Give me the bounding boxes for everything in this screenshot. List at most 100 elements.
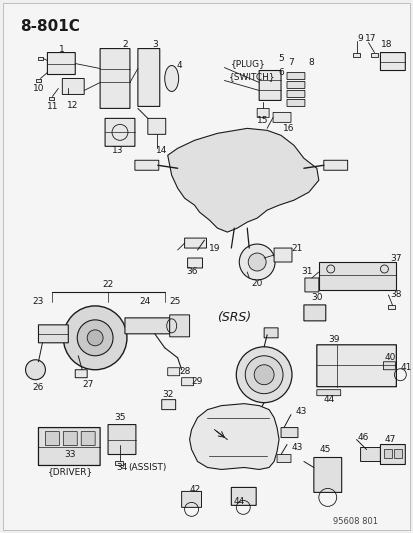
FancyBboxPatch shape	[380, 445, 404, 464]
FancyBboxPatch shape	[286, 91, 304, 98]
Text: 28: 28	[178, 367, 190, 376]
FancyBboxPatch shape	[280, 427, 297, 438]
FancyBboxPatch shape	[125, 318, 169, 334]
Circle shape	[26, 360, 45, 379]
Text: 20: 20	[251, 279, 262, 288]
Bar	[115, 462, 123, 465]
Circle shape	[63, 306, 127, 370]
FancyBboxPatch shape	[47, 53, 75, 75]
Bar	[318, 262, 395, 290]
Text: 12: 12	[66, 101, 78, 110]
FancyBboxPatch shape	[276, 455, 290, 463]
Text: 32: 32	[161, 390, 173, 399]
FancyBboxPatch shape	[108, 425, 135, 455]
FancyBboxPatch shape	[380, 53, 404, 70]
Bar	[36, 79, 41, 83]
Bar	[387, 305, 394, 309]
Circle shape	[236, 347, 291, 402]
Polygon shape	[167, 128, 318, 232]
Circle shape	[77, 320, 113, 356]
Text: 1: 1	[58, 45, 64, 54]
Text: 95608 801: 95608 801	[332, 517, 377, 526]
Text: 44: 44	[233, 497, 244, 506]
Bar	[352, 53, 359, 56]
Text: 29: 29	[191, 377, 203, 386]
Text: {PLUG}: {PLUG}	[231, 59, 266, 68]
FancyBboxPatch shape	[161, 400, 175, 410]
Polygon shape	[189, 403, 278, 470]
Bar	[370, 53, 377, 56]
FancyBboxPatch shape	[138, 49, 159, 107]
FancyBboxPatch shape	[382, 362, 394, 370]
Text: (SRS): (SRS)	[217, 311, 251, 325]
Text: 44: 44	[323, 395, 334, 404]
Text: 24: 24	[139, 297, 150, 306]
FancyBboxPatch shape	[231, 487, 256, 505]
FancyBboxPatch shape	[169, 315, 189, 337]
Text: 41: 41	[400, 363, 411, 372]
Text: 45: 45	[318, 445, 330, 454]
FancyBboxPatch shape	[304, 278, 318, 292]
Text: 46: 46	[357, 433, 368, 442]
FancyBboxPatch shape	[286, 100, 304, 107]
Text: 8-801C: 8-801C	[21, 19, 80, 34]
Text: 37: 37	[390, 254, 401, 263]
FancyBboxPatch shape	[45, 432, 59, 446]
Text: 47: 47	[384, 435, 395, 444]
Text: 42: 42	[190, 485, 201, 494]
Circle shape	[87, 330, 103, 346]
Text: 22: 22	[102, 280, 114, 289]
Bar	[38, 56, 43, 60]
FancyBboxPatch shape	[303, 305, 325, 321]
FancyBboxPatch shape	[316, 345, 395, 386]
Text: 15: 15	[257, 116, 268, 125]
Text: 11: 11	[47, 102, 58, 111]
Bar	[394, 449, 401, 458]
FancyBboxPatch shape	[38, 325, 68, 343]
FancyBboxPatch shape	[273, 248, 291, 262]
Text: 5: 5	[278, 54, 283, 63]
FancyBboxPatch shape	[62, 78, 84, 94]
Text: 30: 30	[310, 294, 322, 302]
Circle shape	[221, 157, 256, 193]
FancyBboxPatch shape	[273, 112, 290, 123]
FancyBboxPatch shape	[81, 432, 95, 446]
Text: 23: 23	[33, 297, 44, 306]
Text: (ASSIST): (ASSIST)	[128, 463, 166, 472]
Text: 38: 38	[390, 290, 401, 300]
FancyBboxPatch shape	[135, 160, 158, 170]
FancyBboxPatch shape	[256, 108, 268, 117]
FancyBboxPatch shape	[38, 427, 100, 465]
FancyBboxPatch shape	[167, 368, 179, 376]
Circle shape	[231, 167, 247, 183]
Circle shape	[254, 365, 273, 385]
FancyBboxPatch shape	[286, 82, 304, 88]
FancyBboxPatch shape	[259, 70, 280, 100]
Circle shape	[248, 253, 266, 271]
Text: 3: 3	[152, 40, 157, 49]
FancyBboxPatch shape	[105, 118, 135, 147]
Text: {SWITCH}: {SWITCH}	[229, 72, 275, 81]
Circle shape	[239, 244, 274, 280]
Text: 2: 2	[122, 40, 128, 49]
Text: {DRIVER}: {DRIVER}	[47, 467, 93, 476]
Text: 21: 21	[291, 244, 302, 253]
Text: 43: 43	[291, 443, 302, 452]
Text: 13: 13	[112, 146, 123, 155]
Text: 43: 43	[294, 407, 306, 416]
Text: 39: 39	[327, 335, 339, 344]
Text: 34: 34	[116, 463, 127, 472]
Text: 31: 31	[300, 268, 312, 277]
Text: 4: 4	[176, 61, 182, 70]
Bar	[49, 98, 54, 100]
FancyBboxPatch shape	[249, 425, 266, 434]
Ellipse shape	[164, 66, 178, 92]
Text: 40: 40	[384, 353, 395, 362]
FancyBboxPatch shape	[75, 370, 87, 378]
Text: 27: 27	[82, 380, 94, 389]
FancyBboxPatch shape	[181, 378, 193, 386]
Bar	[384, 449, 392, 458]
Text: 25: 25	[169, 297, 180, 306]
Text: 7: 7	[287, 58, 293, 67]
Circle shape	[244, 356, 282, 394]
